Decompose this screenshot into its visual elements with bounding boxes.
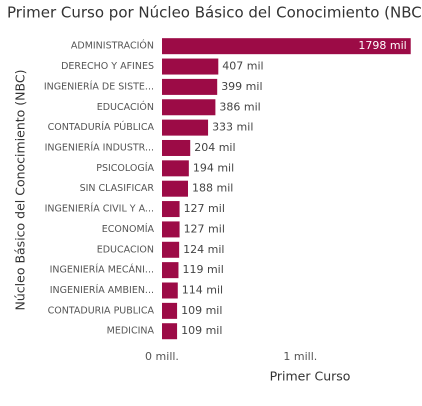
category-label: MEDICINA xyxy=(107,326,155,337)
x-axis-label: Primer Curso xyxy=(270,369,351,384)
category-label: DERECHO Y AFINES xyxy=(61,61,154,72)
x-tick-label: 0 mill. xyxy=(145,350,179,363)
category-label: SIN CLASIFICAR xyxy=(80,183,155,194)
category-label: INGENIERÍA AMBIEN... xyxy=(50,284,154,296)
bar xyxy=(162,262,179,279)
bar xyxy=(162,99,216,116)
data-label: 114 mil xyxy=(182,284,223,297)
bar xyxy=(162,139,191,156)
bar xyxy=(162,38,411,55)
bar xyxy=(162,78,218,95)
data-label: 1798 mil xyxy=(358,39,406,52)
bar xyxy=(162,241,180,258)
category-label: INGENIERÍA DE SISTE... xyxy=(44,80,154,92)
bar xyxy=(162,323,178,340)
data-label: 386 mil xyxy=(219,100,260,113)
category-label: ADMINISTRACIÓN xyxy=(71,40,154,52)
category-label: CONTADURÍA PÚBLICA xyxy=(48,121,155,133)
chart-title: Primer Curso por Núcleo Básico del Conoc… xyxy=(7,4,422,22)
bar xyxy=(162,180,189,197)
data-label: 204 mil xyxy=(194,141,235,154)
bar xyxy=(162,282,178,299)
bar xyxy=(162,201,180,218)
data-label: 407 mil xyxy=(222,60,263,73)
data-label: 188 mil xyxy=(192,182,233,195)
category-label: EDUCACIÓN xyxy=(97,101,154,113)
data-label: 119 mil xyxy=(182,263,223,276)
category-label: EDUCACION xyxy=(97,244,154,255)
data-label: 399 mil xyxy=(221,80,262,93)
category-label: PSICOLOGÍA xyxy=(96,162,154,174)
bar xyxy=(162,160,189,177)
bar xyxy=(162,58,219,75)
x-tick-label: 1 mill. xyxy=(283,350,317,363)
category-label: INGENIERÍA INDUSTR... xyxy=(45,141,154,153)
data-label: 109 mil xyxy=(181,304,222,317)
data-label: 124 mil xyxy=(183,243,224,256)
bar xyxy=(162,221,180,238)
data-label: 109 mil xyxy=(181,324,222,337)
category-label: INGENIERÍA MECÁNI... xyxy=(50,264,154,276)
bar xyxy=(162,302,178,319)
data-label: 333 mil xyxy=(212,121,253,134)
y-axis-label: Núcleo Básico del Conocimiento (NBC) xyxy=(13,70,28,311)
category-label: INGENIERÍA CIVIL Y A... xyxy=(45,203,154,215)
category-label: CONTADURIA PUBLICA xyxy=(48,305,155,316)
data-label: 127 mil xyxy=(184,202,225,215)
bar xyxy=(162,119,209,136)
data-label: 127 mil xyxy=(184,222,225,235)
category-label: ECONOMÍA xyxy=(102,223,155,235)
data-label: 194 mil xyxy=(193,161,234,174)
